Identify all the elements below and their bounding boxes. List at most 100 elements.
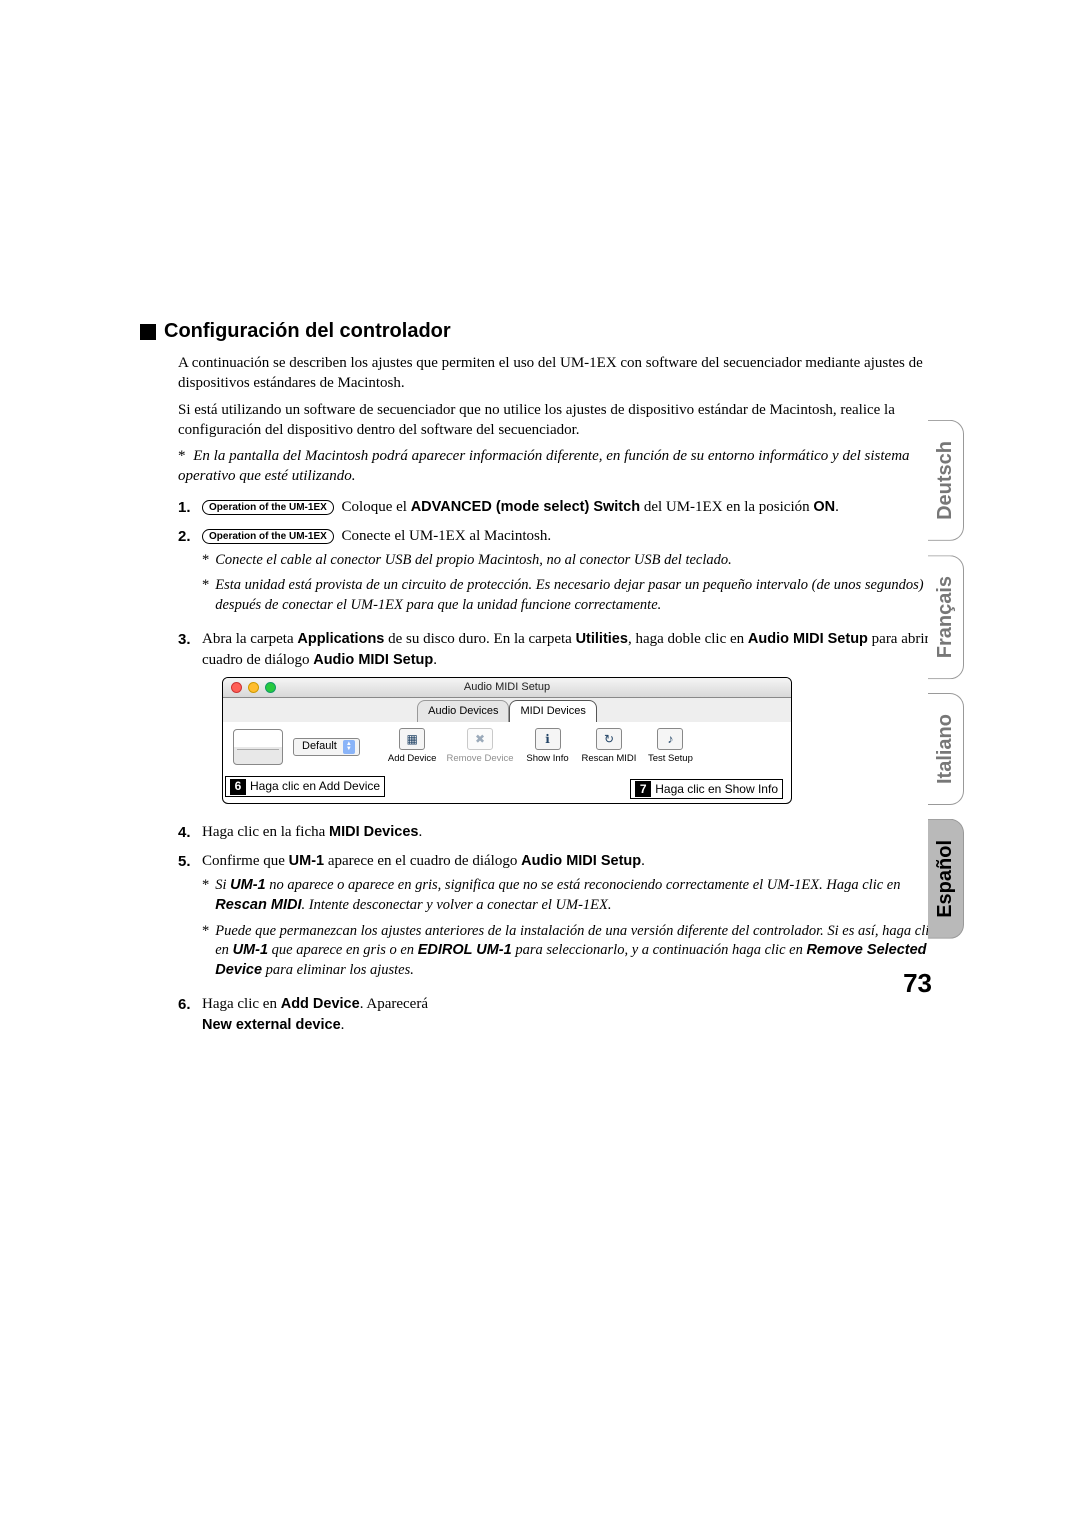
callout-6: 6 Haga clic en Add Device	[225, 776, 385, 797]
select-arrows-icon: ▲▼	[343, 740, 355, 754]
step2-note-1: *Conecte el cable al conector USB del pr…	[202, 551, 950, 571]
step5-note-1: *Si UM-1 no aparece o aparece en gris, s…	[202, 876, 950, 915]
step4-b: MIDI Devices	[329, 824, 418, 840]
asterisk-icon: *	[202, 922, 209, 981]
page-content: Configuración del controlador A continua…	[140, 320, 950, 1044]
step-list: 1. Operation of the UM-1EX Coloque el AD…	[178, 497, 950, 1037]
step6-a: Haga clic en	[202, 996, 281, 1012]
step5-b: aparece en el cuadro de diálogo	[324, 853, 521, 869]
main-note: * En la pantalla del Macintosh podrá apa…	[178, 446, 950, 487]
asterisk-icon: *	[202, 576, 209, 615]
n2d: para eliminar los ajustes.	[262, 962, 414, 978]
step-number: 3.	[178, 629, 196, 814]
test-setup-icon: ♪	[657, 728, 683, 750]
step3-a: Abra la carpeta	[202, 631, 297, 647]
step3-b3: Audio MIDI Setup	[748, 631, 868, 647]
step-number: 5.	[178, 851, 196, 986]
intro-paragraph-1: A continuación se describen los ajustes …	[178, 353, 950, 394]
step3-e: .	[433, 652, 437, 668]
step6-c: .	[341, 1017, 345, 1033]
asterisk-icon: *	[178, 448, 186, 464]
step4-c: .	[418, 824, 422, 840]
step-2: 2. Operation of the UM-1EX Conecte el UM…	[178, 526, 950, 622]
asterisk-icon: *	[202, 876, 209, 915]
step-3: 3. Abra la carpeta Applications de su di…	[178, 629, 950, 814]
lang-tab-francais[interactable]: Français	[928, 555, 964, 679]
step5-b1: UM-1	[289, 853, 324, 869]
step6-b2: New external device	[202, 1017, 341, 1033]
tab-row: Audio Devices MIDI Devices 4 Haga clic e…	[223, 698, 791, 722]
show-info-button[interactable]: ℹ Show Info	[524, 728, 572, 765]
callout6-text: Haga clic en Add Device	[250, 778, 380, 795]
n1b1: UM-1	[230, 877, 265, 893]
step1-on: ON	[813, 499, 835, 515]
show-info-icon: ℹ	[535, 728, 561, 750]
step3-b1: Applications	[297, 631, 384, 647]
heading-text: Configuración del controlador	[164, 320, 451, 343]
step-number: 4.	[178, 822, 196, 843]
callout-number-icon: 7	[635, 781, 651, 797]
device-thumbnail-icon[interactable]	[233, 729, 283, 765]
step3-b2: Utilities	[576, 631, 628, 647]
step3-b4: Audio MIDI Setup	[313, 652, 433, 668]
step2-note2-text: Esta unidad está provista de un circuito…	[215, 576, 950, 615]
step4-a: Haga clic en la ficha	[202, 824, 329, 840]
close-icon[interactable]	[231, 682, 242, 693]
operation-pill: Operation of the UM-1EX	[202, 529, 334, 544]
select-label: Default	[302, 739, 337, 754]
n1b: no aparece o aparece en gris, significa …	[266, 877, 901, 893]
n2b1: UM-1	[233, 942, 268, 958]
asterisk-icon: *	[202, 551, 209, 571]
lang-tab-espanol[interactable]: Español	[928, 819, 964, 939]
intro-paragraph-2: Si está utilizando un software de secuen…	[178, 400, 950, 441]
main-note-text: En la pantalla del Macintosh podrá apare…	[178, 448, 910, 484]
rescan-midi-button[interactable]: ↻Rescan MIDI	[582, 728, 637, 765]
test-setup-label: Test Setup	[648, 752, 693, 765]
note-body: Puede que permanezcan los ajustes anteri…	[215, 922, 950, 981]
step-6: 6. Haga clic en Add Device. Aparecerá Ne…	[178, 994, 950, 1036]
step1-pre: Coloque el	[342, 499, 411, 515]
step-number: 2.	[178, 526, 196, 622]
step3-c: , haga doble clic en	[628, 631, 748, 647]
n1c: . Intente desconectar y volver a conecta…	[301, 897, 611, 913]
operation-pill: Operation of the UM-1EX	[202, 500, 334, 515]
window-titlebar: Audio MIDI Setup	[223, 678, 791, 698]
n1b2: Rescan MIDI	[215, 897, 301, 913]
minimize-icon[interactable]	[248, 682, 259, 693]
step3-b: de su disco duro. En la carpeta	[384, 631, 575, 647]
zoom-icon[interactable]	[265, 682, 276, 693]
test-setup-button[interactable]: ♪ Test Setup	[646, 728, 694, 765]
add-device-button[interactable]: ▦Add Device	[388, 728, 437, 765]
step-body: Confirme que UM-1 aparece en el cuadro d…	[202, 851, 950, 986]
toolbar: Default ▲▼ ▦Add Device ✖Remove Device ℹS…	[223, 722, 791, 773]
lang-tab-italiano[interactable]: Italiano	[928, 693, 964, 805]
step-body: Operation of the UM-1EX Conecte el UM-1E…	[202, 526, 950, 622]
callout-7: 7 Haga clic en Show Info	[630, 779, 783, 800]
step5-c: .	[641, 853, 645, 869]
step-body: Haga clic en la ficha MIDI Devices.	[202, 822, 950, 843]
default-config-select[interactable]: Default ▲▼	[293, 738, 360, 756]
step1-end: .	[835, 499, 839, 515]
heading-bullet-icon	[140, 324, 156, 340]
step6-b: . Aparecerá	[360, 996, 428, 1012]
remove-device-button: ✖Remove Device	[446, 728, 513, 765]
step1-bold: ADVANCED (mode select) Switch	[411, 499, 640, 515]
step1-post: del UM-1EX en la posición	[640, 499, 813, 515]
tab-audio-devices[interactable]: Audio Devices	[417, 700, 509, 722]
show-info-label: Show Info	[526, 752, 568, 765]
step5-note-2: *Puede que permanezcan los ajustes anter…	[202, 922, 950, 981]
audio-midi-setup-screenshot: Audio MIDI Setup Audio Devices MIDI Devi…	[222, 677, 792, 804]
step-1: 1. Operation of the UM-1EX Coloque el AD…	[178, 497, 950, 518]
step-body: Haga clic en Add Device. Aparecerá New e…	[202, 994, 502, 1036]
step-body: Operation of the UM-1EX Coloque el ADVAN…	[202, 497, 950, 518]
rescan-midi-icon: ↻	[596, 728, 622, 750]
tab-midi-devices[interactable]: MIDI Devices	[509, 700, 596, 722]
callout7-text: Haga clic en Show Info	[655, 781, 778, 798]
section-heading: Configuración del controlador	[140, 320, 950, 343]
step-4: 4. Haga clic en la ficha MIDI Devices.	[178, 822, 950, 843]
step-number: 1.	[178, 497, 196, 518]
lang-tab-deutsch[interactable]: Deutsch	[928, 420, 964, 541]
add-device-icon: ▦	[399, 728, 425, 750]
n2c: para seleccionarlo, y a continuación hag…	[512, 942, 807, 958]
n2b: que aparece en gris o en	[268, 942, 418, 958]
